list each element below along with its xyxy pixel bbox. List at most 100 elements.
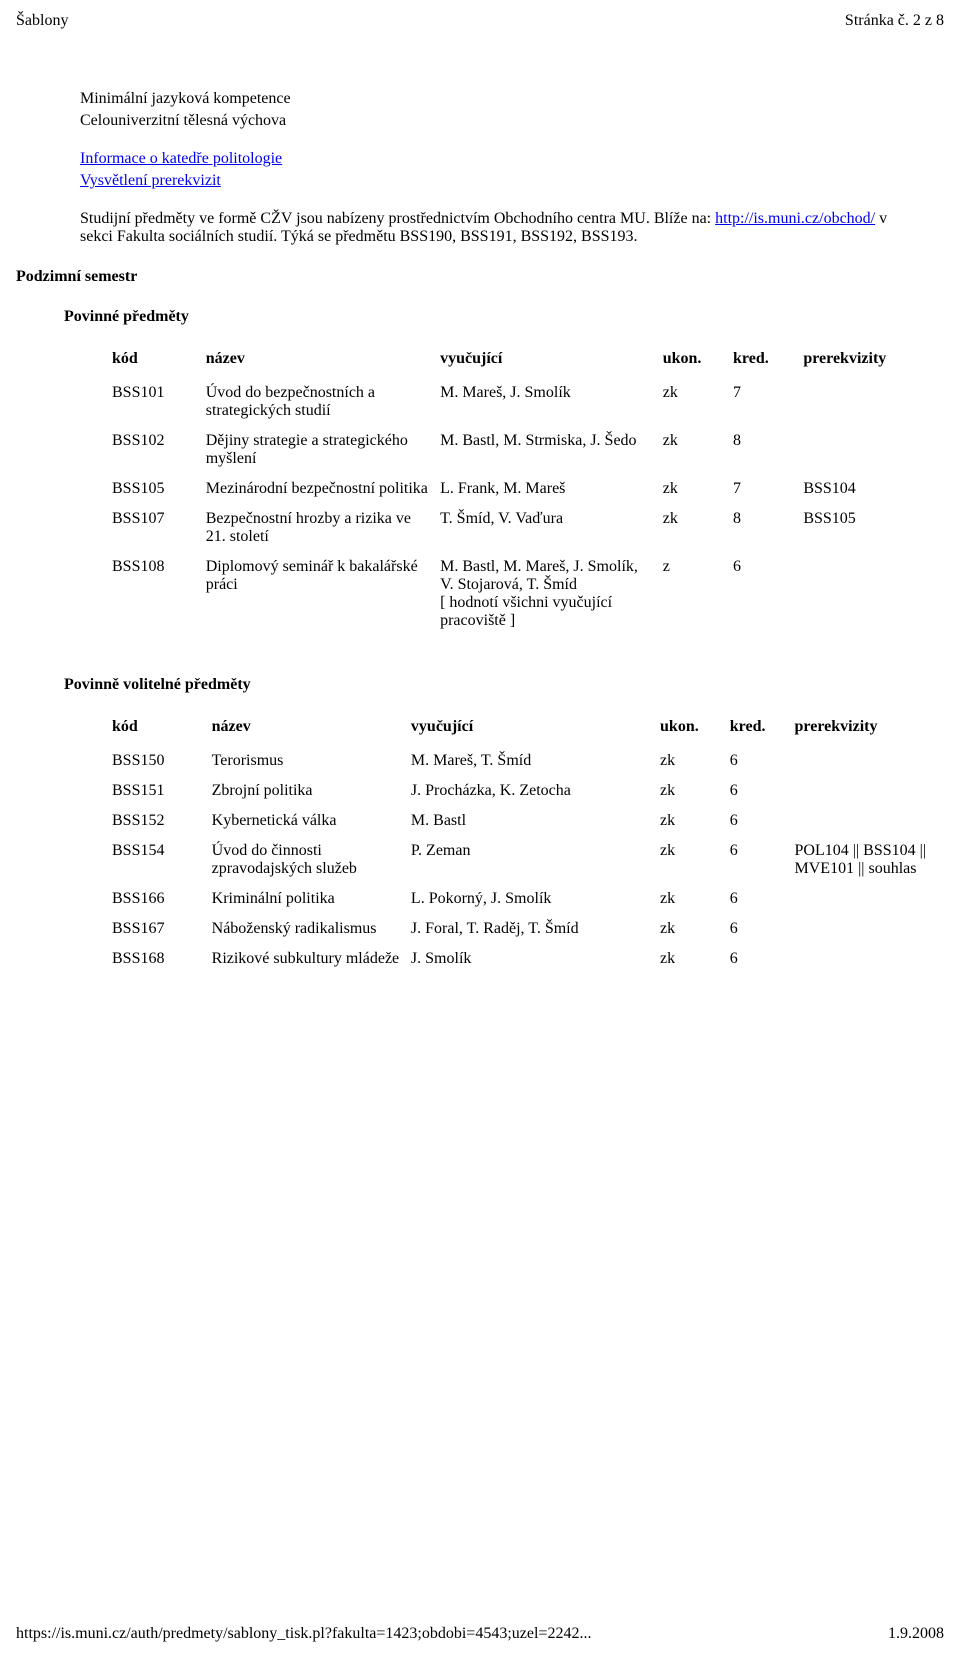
cell-vyuc: L. Pokorný, J. Smolík — [411, 884, 660, 914]
cell-nazev: Bezpečnostní hrozby a rizika ve 21. stol… — [206, 504, 440, 552]
table-header-row: kód název vyučující ukon. kred. prerekvi… — [112, 712, 944, 746]
intro-paragraph-2a: Studijní předměty ve formě CŽV jsou nabí… — [80, 210, 711, 227]
cell-kod: BSS168 — [112, 944, 212, 974]
cell-vyuc: M. Bastl — [411, 806, 660, 836]
footer-url: https://is.muni.cz/auth/predmety/sablony… — [16, 1625, 591, 1643]
cell-kred: 6 — [730, 944, 795, 974]
cell-kred: 6 — [730, 806, 795, 836]
heading-povinne-predmety: Povinné předměty — [16, 308, 944, 326]
cell-kod: BSS152 — [112, 806, 212, 836]
table-row: BSS168Rizikové subkultury mládežeJ. Smol… — [112, 944, 944, 974]
cell-nazev: Zbrojní politika — [212, 776, 411, 806]
cell-ukon: zk — [660, 776, 730, 806]
cell-nazev: Úvod do činnosti zpravodajských služeb — [212, 836, 411, 884]
cell-ukon: zk — [660, 746, 730, 776]
cell-vyuc: M. Mareš, J. Smolík — [440, 378, 663, 426]
cell-nazev: Mezinárodní bezpečnostní politika — [206, 474, 440, 504]
heading-povinne-volitelne: Povinně volitelné předměty — [16, 676, 944, 694]
cell-prereq — [803, 552, 944, 636]
table-row: BSS105Mezinárodní bezpečnostní politikaL… — [112, 474, 944, 504]
cell-kred: 6 — [730, 914, 795, 944]
cell-ukon: z — [663, 552, 733, 636]
cell-kod: BSS166 — [112, 884, 212, 914]
link-obchod[interactable]: http://is.muni.cz/obchod/ — [715, 210, 875, 227]
cell-vyuc: M. Bastl, M. Strmiska, J. Šedo — [440, 426, 663, 474]
cell-vyuc: J. Procházka, K. Zetocha — [411, 776, 660, 806]
intro-line-1: Minimální jazyková kompetence — [80, 90, 904, 108]
table-row: BSS107Bezpečnostní hrozby a rizika ve 21… — [112, 504, 944, 552]
cell-kred: 6 — [730, 884, 795, 914]
th-prereq: prerekvizity — [803, 344, 944, 378]
cell-kod: BSS167 — [112, 914, 212, 944]
th-kred: kred. — [730, 712, 795, 746]
cell-prereq — [803, 426, 944, 474]
cell-vyuc: L. Frank, M. Mareš — [440, 474, 663, 504]
cell-prereq — [795, 776, 944, 806]
footer-date: 1.9.2008 — [888, 1625, 944, 1643]
cell-prereq: BSS104 — [803, 474, 944, 504]
cell-kod: BSS151 — [112, 776, 212, 806]
cell-vyuc: P. Zeman — [411, 836, 660, 884]
th-ukon: ukon. — [663, 344, 733, 378]
cell-kod: BSS101 — [112, 378, 206, 426]
cell-vyuc: J. Foral, T. Raděj, T. Šmíd — [411, 914, 660, 944]
cell-kred: 8 — [733, 504, 803, 552]
cell-ukon: zk — [660, 806, 730, 836]
th-nazev: název — [212, 712, 411, 746]
link-prerekvizity[interactable]: Vysvětlení prerekvizit — [80, 172, 221, 189]
cell-kod: BSS105 — [112, 474, 206, 504]
cell-kred: 7 — [733, 378, 803, 426]
th-kred: kred. — [733, 344, 803, 378]
cell-ukon: zk — [663, 474, 733, 504]
th-kod: kód — [112, 344, 206, 378]
cell-prereq — [795, 914, 944, 944]
cell-kred: 6 — [730, 836, 795, 884]
cell-nazev: Dějiny strategie a strategického myšlení — [206, 426, 440, 474]
th-vyuc: vyučující — [440, 344, 663, 378]
table-row: BSS151Zbrojní politikaJ. Procházka, K. Z… — [112, 776, 944, 806]
th-nazev: název — [206, 344, 440, 378]
cell-ukon: zk — [663, 504, 733, 552]
th-kod: kód — [112, 712, 212, 746]
cell-kred: 7 — [733, 474, 803, 504]
table-row: BSS150TerorismusM. Mareš, T. Šmídzk6 — [112, 746, 944, 776]
cell-kod: BSS150 — [112, 746, 212, 776]
cell-kred: 6 — [730, 776, 795, 806]
cell-nazev: Diplomový seminář k bakalářské práci — [206, 552, 440, 636]
table-povinne: kód název vyučující ukon. kred. prerekvi… — [112, 344, 944, 636]
cell-prereq — [795, 806, 944, 836]
cell-prereq — [795, 944, 944, 974]
table-row: BSS154Úvod do činnosti zpravodajských sl… — [112, 836, 944, 884]
table-row: BSS108Diplomový seminář k bakalářské prá… — [112, 552, 944, 636]
cell-vyuc: J. Smolík — [411, 944, 660, 974]
cell-ukon: zk — [660, 884, 730, 914]
cell-nazev: Kybernetická válka — [212, 806, 411, 836]
cell-prereq — [795, 746, 944, 776]
cell-nazev: Kriminální politika — [212, 884, 411, 914]
cell-prereq: BSS105 — [803, 504, 944, 552]
table-row: BSS167Náboženský radikalismusJ. Foral, T… — [112, 914, 944, 944]
cell-kod: BSS154 — [112, 836, 212, 884]
cell-kod: BSS102 — [112, 426, 206, 474]
page-header-left: Šablony — [16, 12, 68, 30]
th-ukon: ukon. — [660, 712, 730, 746]
cell-nazev: Úvod do bezpečnostních a strategických s… — [206, 378, 440, 426]
cell-prereq: POL104 || BSS104 || MVE101 || souhlas — [795, 836, 944, 884]
cell-vyuc: M. Bastl, M. Mareš, J. Smolík, V. Stojar… — [440, 552, 663, 636]
link-katedra[interactable]: Informace o katedře politologie — [80, 150, 282, 167]
table-row: BSS166Kriminální politikaL. Pokorný, J. … — [112, 884, 944, 914]
page-header-right: Stránka č. 2 z 8 — [845, 12, 944, 30]
cell-kod: BSS108 — [112, 552, 206, 636]
cell-vyuc: M. Mareš, T. Šmíd — [411, 746, 660, 776]
cell-nazev: Náboženský radikalismus — [212, 914, 411, 944]
cell-ukon: zk — [663, 426, 733, 474]
heading-podzimni-semestr: Podzimní semestr — [16, 268, 944, 286]
cell-vyuc: T. Šmíd, V. Vaďura — [440, 504, 663, 552]
table-row: BSS152Kybernetická válkaM. Bastlzk6 — [112, 806, 944, 836]
th-vyuc: vyučující — [411, 712, 660, 746]
cell-kred: 6 — [733, 552, 803, 636]
cell-ukon: zk — [663, 378, 733, 426]
cell-ukon: zk — [660, 944, 730, 974]
cell-nazev: Terorismus — [212, 746, 411, 776]
cell-ukon: zk — [660, 914, 730, 944]
